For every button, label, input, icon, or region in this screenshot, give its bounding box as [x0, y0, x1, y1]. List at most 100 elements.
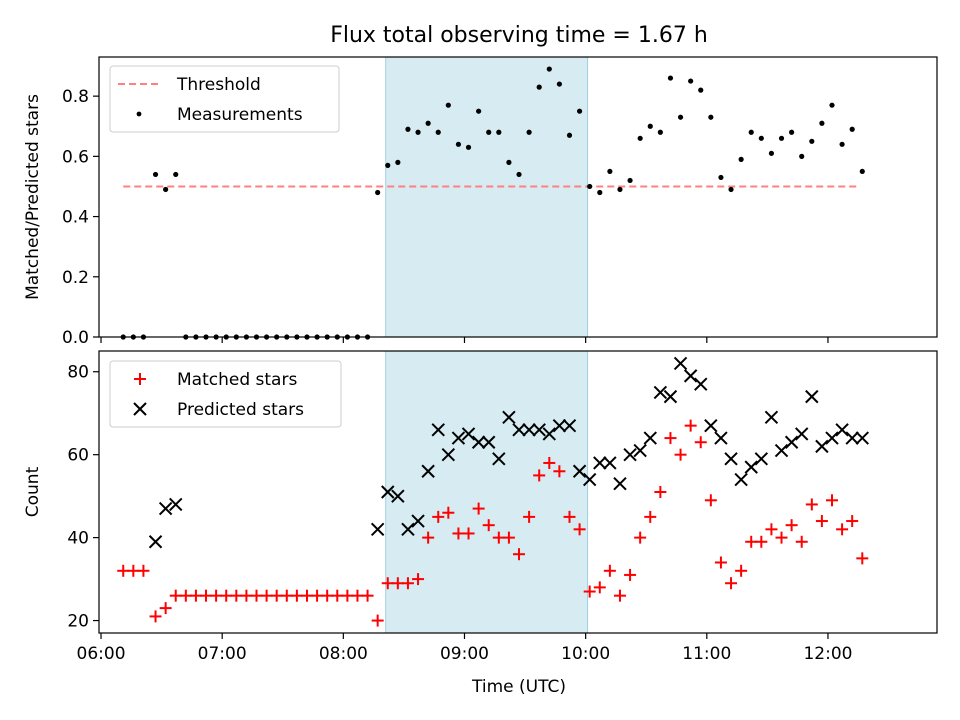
predicted-stars-point — [441, 447, 456, 462]
predicted-stars-point — [401, 522, 415, 537]
measurement-point — [627, 177, 633, 184]
matched-stars-point — [371, 614, 384, 627]
matched-stars-point — [432, 510, 445, 523]
matched-stars-point — [462, 527, 475, 540]
measurement-point — [849, 126, 855, 132]
matched-stars-point — [391, 577, 404, 590]
predicted-stars-point — [492, 452, 506, 466]
y-tick-label: 0.6 — [62, 147, 89, 167]
predicted-stars-point — [653, 385, 668, 400]
matched-stars-point — [311, 589, 324, 602]
predicted-stars-point — [421, 464, 435, 478]
matched-stars-point — [492, 531, 505, 544]
measurement-point — [597, 189, 603, 196]
predicted-stars-point — [169, 497, 183, 512]
matched-stars-point — [200, 589, 213, 602]
matched-stars-point — [502, 531, 515, 544]
predicted-stars-point — [158, 501, 173, 516]
measurement-point — [546, 66, 552, 72]
count-series — [117, 356, 869, 627]
measurement-point — [526, 129, 532, 135]
y-tick-label: 80 — [67, 363, 89, 383]
observing-window-shade-top — [385, 56, 589, 338]
predicted-stars-point — [552, 418, 567, 433]
measurement-point — [576, 108, 583, 114]
predicted-stars-point — [522, 423, 536, 437]
predicted-stars-point — [461, 427, 476, 441]
predicted-stars-point — [805, 389, 819, 404]
matched-stars-point — [694, 436, 707, 449]
matched-stars-point — [815, 515, 828, 528]
measurement-point — [415, 129, 421, 135]
predicted-stars-point — [613, 476, 627, 491]
ratio-axes-frame — [98, 56, 938, 338]
matched-stars-point — [785, 519, 798, 532]
matched-stars-point — [674, 448, 687, 461]
predicted-stars-point — [663, 389, 678, 404]
matched-stars-point — [735, 564, 748, 577]
matched-stars-point — [704, 494, 717, 507]
predicted-stars-point — [370, 522, 385, 537]
matched-stars-point — [280, 589, 293, 602]
matched-stars-point — [381, 577, 394, 590]
matched-stars-point — [825, 494, 838, 507]
matched-stars-point — [300, 589, 313, 602]
y-tick-label: 60 — [67, 446, 89, 466]
matched-stars-point — [331, 589, 344, 602]
measurement-point — [152, 171, 159, 178]
matched-stars-point — [159, 602, 172, 615]
measurement-point — [405, 126, 411, 132]
measurement-point — [647, 123, 653, 129]
matched-stars-point — [482, 519, 495, 532]
measurement-point — [789, 129, 795, 135]
matched-stars-point — [250, 589, 263, 602]
predicted-stars-point — [512, 423, 526, 437]
measurement-point — [465, 144, 472, 150]
x-tick-label: 07:00 — [198, 644, 247, 664]
matched-stars-point — [856, 552, 869, 565]
matched-stars-point — [351, 589, 364, 602]
ratio-y-axis-label: Matched/Predicted stars — [23, 94, 43, 300]
legend-matched-swatch — [134, 373, 146, 385]
predicted-stars-point — [694, 377, 708, 391]
x-tick-label: 12:00 — [803, 644, 852, 664]
predicted-stars-point — [381, 485, 395, 499]
matched-stars-point — [290, 589, 303, 602]
predicted-stars-point — [784, 435, 799, 449]
y-tick-label: 0.2 — [62, 268, 89, 288]
y-tick-label: 20 — [67, 612, 89, 632]
legend-measurements-label: Measurements — [177, 105, 303, 125]
x-tick-label: 11:00 — [682, 644, 731, 664]
measurement-point — [375, 189, 381, 196]
predicted-stars-point — [532, 423, 546, 437]
matched-stars-point — [613, 589, 626, 602]
measurement-point — [163, 186, 169, 193]
measurement-point — [395, 159, 401, 165]
matched-stars-point — [179, 589, 192, 602]
measurement-point — [516, 171, 522, 178]
ratio-axis-ticks: 0.0 0.2 0.4 0.6 0.8 — [62, 87, 829, 348]
measurement-point — [556, 81, 562, 87]
y-tick-label: 0.0 — [62, 328, 89, 348]
measurement-point — [617, 186, 623, 193]
predicted-stars-point — [734, 472, 748, 487]
measurement-point — [173, 171, 179, 178]
measurement-point — [738, 156, 744, 162]
measurement-point — [435, 129, 441, 135]
predicted-stars-point — [572, 464, 587, 478]
matched-stars-point — [401, 577, 414, 590]
measurement-point — [425, 120, 431, 126]
matched-stars-point — [240, 589, 253, 602]
measurement-point — [748, 129, 754, 135]
measurement-point — [677, 114, 684, 120]
x-tick-label: 08:00 — [319, 644, 368, 664]
measurement-point — [758, 135, 764, 141]
measurement-point — [819, 120, 825, 126]
matched-stars-point — [260, 589, 273, 602]
matched-stars-point — [714, 556, 727, 569]
matched-stars-point — [533, 469, 546, 482]
measurement-point — [698, 87, 704, 93]
measurement-point — [768, 150, 775, 156]
matched-stars-point — [210, 589, 223, 602]
predicted-stars-point — [502, 410, 516, 425]
